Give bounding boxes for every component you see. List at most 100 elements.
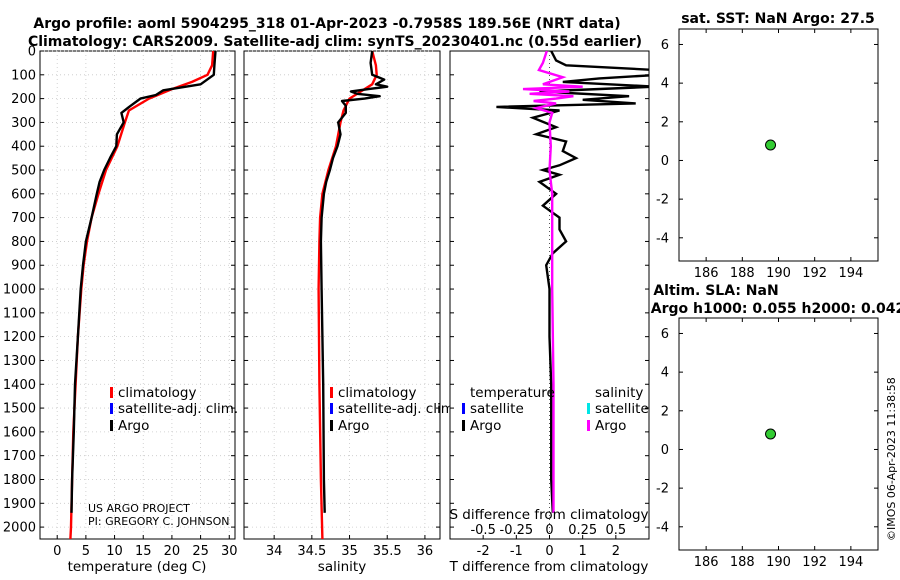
y-tick-label: 6: [661, 38, 669, 53]
difference-panel: -2 -1 0 1 2 -0.5 -0.25 0 0.25 0.5 T difference f…: [449, 50, 650, 575]
legend-satellite-label: satellite-adj. clim.: [338, 401, 458, 417]
y-tick-label: 0: [661, 154, 669, 169]
y-tick-label: 4: [661, 77, 669, 92]
salinity-tick-labels: 34 34.5 35 35.5 36: [266, 544, 433, 559]
legend-temperature-title: temperature: [470, 385, 555, 401]
temperature-legend: climatology satellite-adj. clim. Argo: [110, 385, 238, 434]
y-tick-label: 2: [661, 115, 669, 130]
legend-argo-marker: [330, 420, 333, 431]
y-tick-label: -2: [656, 482, 669, 497]
depth-tick-label: 0: [28, 45, 36, 60]
figure-title-line2: Climatology: CARS2009. Satellite-adj cli…: [28, 34, 642, 50]
legend-climatology-label: climatology: [338, 385, 416, 401]
y-tick-label: -4: [656, 231, 669, 246]
sla-title-line2: Argo h1000: 0.055 h2000: 0.042: [651, 301, 900, 317]
temperature-axes-box: [39, 50, 236, 540]
difference-legend: temperature satellite Argo salinity sate…: [462, 385, 649, 434]
legend-argo-label: Argo: [338, 418, 369, 434]
depth-tick-label: 1300: [3, 354, 36, 369]
x-tick-label: 194: [838, 266, 863, 281]
sla-panel: Altim. SLA: NaN Argo h1000: 0.055 h2000:…: [651, 283, 900, 570]
depth-tick-labels: 0 100 200 300 400 500 600 700 800 900 1000 1100 1200…: [3, 45, 36, 536]
y-tick-label: -4: [656, 520, 669, 535]
legend-t-satellite-marker: [462, 403, 465, 414]
legend-climatology-label: climatology: [118, 385, 196, 401]
x-tick-label: -2: [477, 544, 490, 559]
legend-argo-marker: [110, 420, 113, 431]
depth-tick-label: 1400: [3, 378, 36, 393]
salinity-series: [317, 50, 389, 540]
x-tick-label: 35.5: [373, 544, 402, 559]
sla-axes-box: [678, 317, 879, 551]
x-tick-label: 0: [53, 544, 61, 559]
temperature-xlabel: temperature (deg C): [68, 559, 207, 575]
t-difference-xlabel: T difference from climatology: [449, 559, 649, 575]
credit-line2: PI: GREGORY C. JOHNSON: [88, 515, 229, 528]
x-tick-label: 5: [82, 544, 90, 559]
x-tick-label: 15: [135, 544, 152, 559]
salinity-axes-box: [243, 50, 441, 540]
legend-satellite-label: satellite-adj. clim.: [118, 401, 238, 417]
depth-tick-label: 1200: [3, 330, 36, 345]
sla-points: [765, 428, 777, 440]
y-tick-label: 0: [661, 443, 669, 458]
temperature-series: [69, 50, 217, 540]
depth-tick-label: 500: [11, 164, 36, 179]
x-tick-label: 35: [341, 544, 358, 559]
x-tick-label: 192: [802, 266, 827, 281]
s-difference-tick-label: -0.5: [470, 523, 495, 538]
data-point: [765, 428, 777, 440]
legend-salinity-title: salinity: [595, 385, 643, 401]
depth-tick-label: 2000: [3, 521, 36, 536]
s-difference-tick-labels: -0.5 -0.25 0 0.25 0.5: [470, 523, 626, 538]
temperature-panel: 0100200300400500600700800900100011001200…: [3, 45, 238, 576]
y-tick-label: 2: [661, 404, 669, 419]
x-tick-label: 2: [612, 544, 620, 559]
series-line-s-difference: [522, 51, 583, 513]
sst-points: [765, 139, 777, 151]
x-tick-label: -1: [510, 544, 523, 559]
sst-axes-box: [678, 28, 879, 262]
s-difference-tick-label: 0.25: [568, 523, 597, 538]
y-tick-label: 6: [661, 327, 669, 342]
series-line-climatology: [317, 50, 378, 540]
depth-tick-label: 1600: [3, 425, 36, 440]
credit-line1: US ARGO PROJECT: [88, 502, 190, 515]
depth-tick-label: 400: [11, 140, 36, 155]
depth-tick-label: 1500: [3, 402, 36, 417]
series-line-t-difference: [496, 51, 649, 513]
legend-argo-label: Argo: [118, 418, 149, 434]
series-line-argo: [319, 50, 389, 513]
t-difference-tick-labels: -2 -1 0 1 2: [477, 544, 620, 559]
x-tick-label: 190: [766, 266, 791, 281]
x-tick-label: 186: [694, 266, 719, 281]
x-tick-label: 194: [838, 555, 863, 570]
s-difference-tick-label: 0: [545, 523, 553, 538]
salinity-xlabel: salinity: [318, 559, 366, 575]
legend-s-satellite-marker: [587, 403, 590, 414]
x-tick-label: 34: [266, 544, 283, 559]
figure-title-line1: Argo profile: aoml 5904295_318 01-Apr-20…: [33, 16, 620, 32]
legend-satellite-marker: [330, 403, 333, 414]
temperature-tick-labels: 0 5 10 15 20 25 30: [53, 544, 237, 559]
depth-tick-label: 1800: [3, 473, 36, 488]
salinity-panel: 34 34.5 35 35.5 36 salinity climatology sate…: [243, 50, 458, 575]
legend-t-argo-label: Argo: [470, 418, 501, 434]
x-tick-label: 1: [579, 544, 587, 559]
legend-satellite-marker: [110, 403, 113, 414]
sst-title: sat. SST: NaN Argo: 27.5: [681, 11, 875, 27]
depth-tick-label: 600: [11, 187, 36, 202]
s-difference-tick-label: 0.5: [605, 523, 626, 538]
salinity-legend: climatology satellite-adj. clim. Argo: [330, 385, 458, 434]
x-tick-label: 188: [730, 266, 755, 281]
sst-panel: sat. SST: NaN Argo: 27.5 186 188 190 192 194…: [656, 11, 879, 281]
depth-tick-label: 800: [11, 235, 36, 250]
depth-tick-label: 1900: [3, 497, 36, 512]
x-tick-label: 0: [545, 544, 553, 559]
difference-series: [496, 51, 649, 513]
x-tick-label: 30: [221, 544, 238, 559]
legend-t-satellite-label: satellite: [470, 401, 524, 417]
depth-tick-label: 1100: [3, 306, 36, 321]
x-tick-label: 188: [730, 555, 755, 570]
